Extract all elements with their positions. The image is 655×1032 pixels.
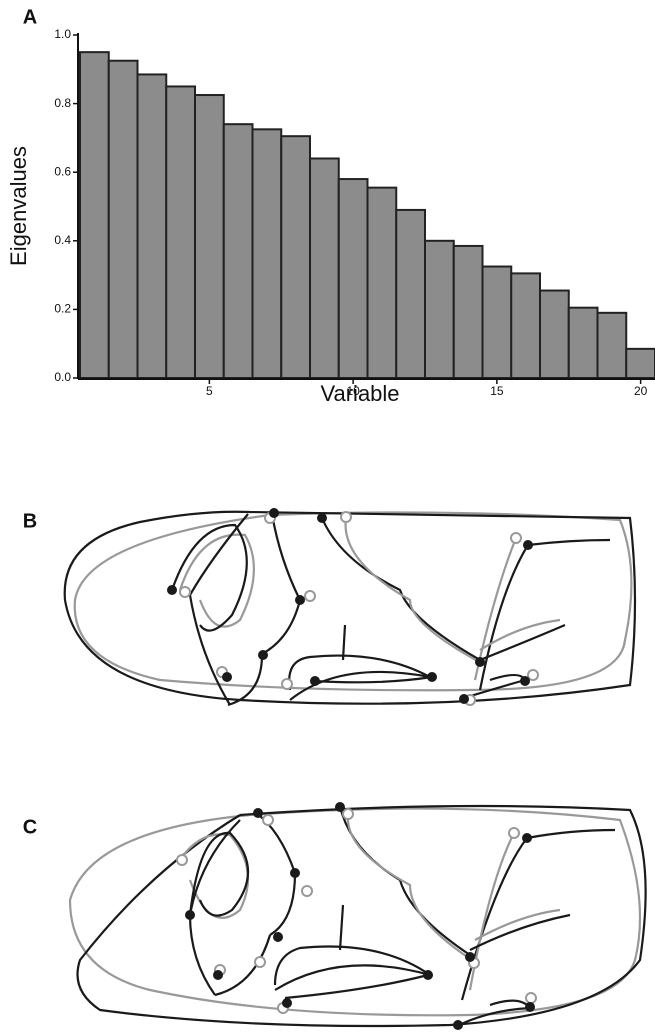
x-tick-label: 15: [490, 384, 504, 398]
bar: [395, 208, 426, 379]
bar: [107, 59, 139, 379]
y-tick-label: 0.4: [54, 233, 71, 247]
x-axis-label: Variable: [320, 381, 399, 406]
bar: [481, 265, 513, 379]
y-tick-label: 0.8: [54, 96, 71, 110]
bar: [539, 289, 570, 379]
panel-label: C: [23, 816, 37, 838]
y-tick-label: 0.0: [54, 370, 71, 384]
y-tick-label: 1.0: [54, 27, 71, 41]
bar: [510, 272, 541, 380]
bar: [79, 51, 110, 380]
bar: [366, 186, 398, 379]
shape-diagram-c: [68, 802, 647, 1030]
x-tick-label: 5: [206, 384, 213, 398]
y-axis-label: Eigenvalues: [6, 146, 31, 266]
bar: [337, 178, 369, 379]
bar: [222, 123, 254, 380]
bar: [136, 73, 168, 379]
bar: [452, 244, 484, 379]
bar: [280, 135, 311, 379]
y-tick-label: 0.6: [54, 164, 71, 178]
bar: [194, 94, 225, 380]
x-tick-label: 10: [346, 384, 360, 398]
bar: [165, 85, 196, 379]
bar: [251, 128, 283, 379]
shape-diagram-b: [63, 508, 637, 707]
y-tick-label: 0.2: [54, 302, 71, 316]
bar: [596, 311, 628, 379]
bar: [567, 306, 599, 379]
bar: [625, 347, 655, 380]
panel-label: B: [23, 510, 37, 532]
x-tick-label: 20: [634, 384, 648, 398]
bar: [309, 157, 340, 379]
bar: [424, 239, 455, 379]
panel-label: A: [23, 6, 37, 28]
